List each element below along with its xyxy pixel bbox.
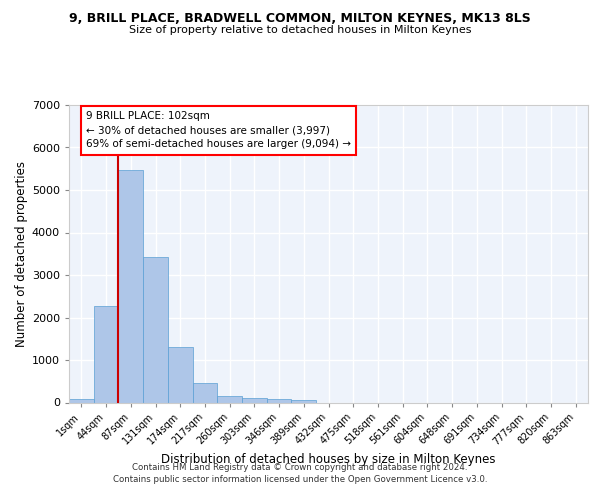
Text: 9 BRILL PLACE: 102sqm
← 30% of detached houses are smaller (3,997)
69% of semi-d: 9 BRILL PLACE: 102sqm ← 30% of detached … xyxy=(86,112,351,150)
Bar xyxy=(118,170,143,402)
Bar xyxy=(193,383,217,402)
X-axis label: Distribution of detached houses by size in Milton Keynes: Distribution of detached houses by size … xyxy=(161,454,496,466)
Bar xyxy=(217,396,242,402)
Text: 9, BRILL PLACE, BRADWELL COMMON, MILTON KEYNES, MK13 8LS: 9, BRILL PLACE, BRADWELL COMMON, MILTON … xyxy=(69,12,531,26)
Bar xyxy=(69,399,94,402)
Y-axis label: Number of detached properties: Number of detached properties xyxy=(14,161,28,347)
Bar xyxy=(143,256,168,402)
Bar xyxy=(292,400,316,402)
Bar xyxy=(242,398,267,402)
Text: Contains HM Land Registry data © Crown copyright and database right 2024.: Contains HM Land Registry data © Crown c… xyxy=(132,462,468,471)
Text: Contains public sector information licensed under the Open Government Licence v3: Contains public sector information licen… xyxy=(113,475,487,484)
Bar xyxy=(168,347,193,403)
Bar xyxy=(267,400,292,402)
Text: Size of property relative to detached houses in Milton Keynes: Size of property relative to detached ho… xyxy=(129,25,471,35)
Bar xyxy=(94,306,118,402)
